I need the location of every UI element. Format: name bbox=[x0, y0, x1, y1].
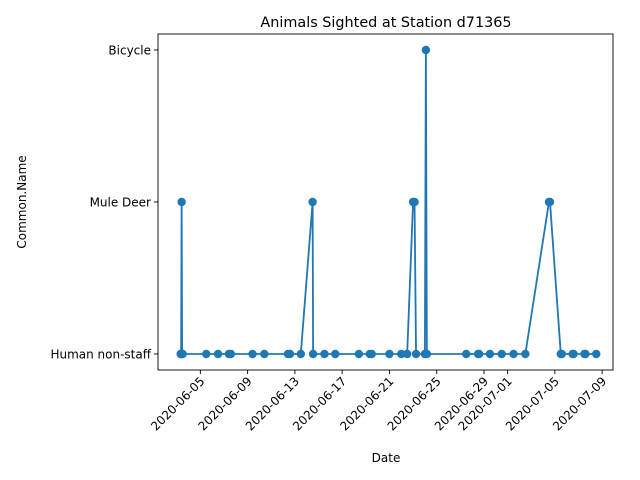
y-tick-label: Human non-staff bbox=[50, 348, 151, 362]
data-point bbox=[581, 349, 590, 359]
data-point bbox=[521, 349, 530, 359]
data-point bbox=[308, 349, 318, 359]
data-point bbox=[474, 349, 484, 359]
series-layer bbox=[176, 45, 601, 359]
data-point bbox=[331, 349, 340, 359]
data-point bbox=[410, 197, 419, 207]
data-point bbox=[411, 349, 421, 359]
data-point bbox=[226, 349, 236, 359]
data-point bbox=[354, 349, 364, 359]
data-point bbox=[320, 349, 329, 359]
x-axis-label: Date bbox=[372, 451, 401, 465]
y-tick-label: Bicycle bbox=[108, 44, 151, 58]
data-point bbox=[296, 349, 305, 359]
data-point bbox=[592, 349, 601, 359]
data-point bbox=[462, 349, 471, 359]
data-point bbox=[260, 349, 269, 359]
series-line bbox=[180, 49, 597, 355]
data-point bbox=[213, 349, 223, 359]
data-point bbox=[308, 197, 317, 207]
data-point bbox=[248, 349, 257, 359]
data-point bbox=[385, 349, 394, 359]
y-axis-label: Common.Name bbox=[15, 155, 29, 248]
data-point bbox=[545, 197, 555, 207]
data-point bbox=[397, 349, 406, 359]
y-tick-label: Mule Deer bbox=[90, 196, 151, 210]
data-point bbox=[422, 349, 432, 359]
axes-layer bbox=[157, 33, 614, 371]
data-point bbox=[497, 349, 506, 359]
chart-title: Animals Sighted at Station d71365 bbox=[260, 15, 511, 31]
data-point bbox=[367, 349, 376, 359]
plot-frame bbox=[157, 33, 614, 371]
data-point bbox=[569, 349, 578, 359]
data-point bbox=[485, 349, 495, 359]
data-point bbox=[402, 349, 412, 359]
data-point bbox=[285, 349, 295, 359]
data-point bbox=[177, 197, 186, 207]
data-point bbox=[557, 349, 566, 359]
data-point bbox=[509, 349, 518, 359]
data-point bbox=[202, 349, 211, 359]
data-point bbox=[421, 45, 431, 55]
data-point bbox=[178, 349, 187, 359]
